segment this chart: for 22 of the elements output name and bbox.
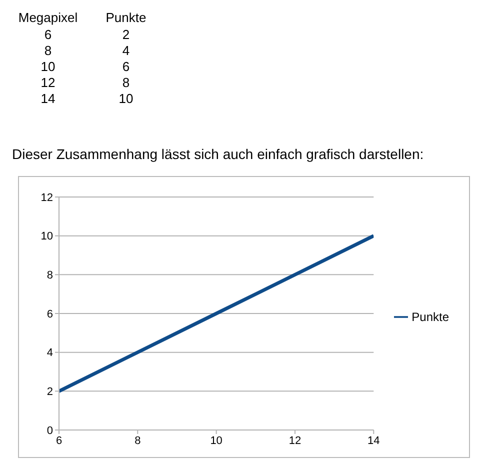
text: Punkte xyxy=(104,8,148,26)
y-tick-label: 12 xyxy=(40,192,53,204)
y-tick-label: 8 xyxy=(46,270,53,282)
text: 4 xyxy=(121,42,131,58)
text: 14 xyxy=(40,90,56,106)
x-tick-label: 8 xyxy=(134,434,141,447)
y-tick-label: 10 xyxy=(40,230,53,243)
x-tick-label: 12 xyxy=(288,434,302,447)
text: Megapixel xyxy=(17,8,79,26)
x-tick-label: 10 xyxy=(210,434,222,447)
x-tick-label: 6 xyxy=(56,434,62,447)
text: 2 xyxy=(121,26,131,42)
text: 6 xyxy=(121,58,131,74)
y-tick-label: 4 xyxy=(46,347,53,360)
text: 10 xyxy=(118,90,134,106)
x-tick-label: 14 xyxy=(368,434,380,447)
y-tick-label: 6 xyxy=(46,308,53,320)
text: 8 xyxy=(121,74,131,90)
y-tick-label: 0 xyxy=(46,424,53,437)
y-tick-label: 2 xyxy=(46,386,53,398)
legend-label: Punkte xyxy=(412,310,449,324)
chart-title: Dieser Zusammenhang lässt sich auch einfach grafisch darstellen: xyxy=(12,146,424,162)
